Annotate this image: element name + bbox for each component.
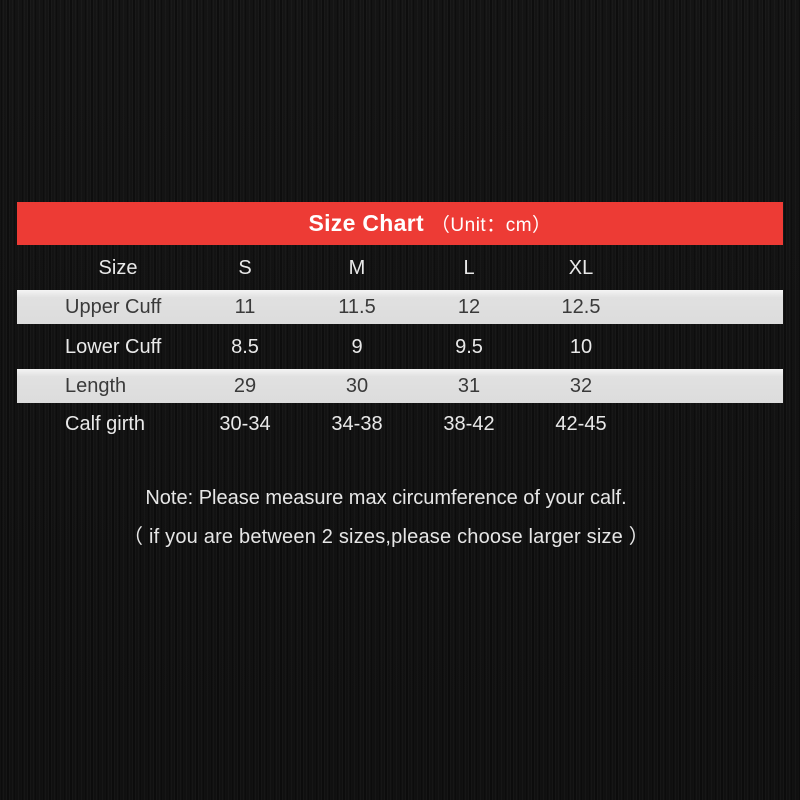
table-header-row: Size S M L XL bbox=[17, 245, 783, 290]
header-cell-m: M bbox=[348, 256, 366, 279]
row-value: 32 bbox=[569, 375, 593, 397]
row-value: 38-42 bbox=[443, 413, 495, 435]
chart-title-text: Size Chart bbox=[308, 210, 424, 236]
row-value: 12 bbox=[457, 296, 481, 318]
row-value: 11.5 bbox=[338, 296, 376, 318]
chart-title-bar: Size Chart （Unit：cm） bbox=[17, 202, 783, 245]
chart-unit-label: （Unit：cm） bbox=[430, 215, 552, 236]
table-row: Calf girth 30-34 34-38 38-42 42-45 bbox=[17, 403, 783, 445]
row-label: Lower Cuff bbox=[65, 335, 162, 358]
header-cell-size: Size bbox=[98, 256, 138, 279]
row-value: 29 bbox=[233, 375, 257, 397]
header-cell-xl: XL bbox=[568, 256, 594, 279]
note-block: Note: Please measure max circumference o… bbox=[0, 484, 800, 551]
row-value: 34-38 bbox=[331, 413, 383, 435]
row-value: 11 bbox=[234, 296, 256, 318]
row-value: 8.5 bbox=[231, 335, 259, 358]
row-value: 30-34 bbox=[219, 413, 271, 435]
row-value: 9 bbox=[351, 335, 363, 358]
header-cell-l: L bbox=[463, 256, 475, 279]
row-value: 10 bbox=[569, 335, 593, 358]
row-value: 9.5 bbox=[455, 335, 483, 358]
size-table: Size S M L XL Upper Cuff 11 11.5 12 12.5 Lower Cu… bbox=[17, 245, 783, 445]
row-value: 31 bbox=[457, 375, 481, 397]
row-label: Upper Cuff bbox=[65, 296, 162, 318]
table-row: Length 29 30 31 32 bbox=[17, 369, 783, 403]
row-value: 30 bbox=[345, 375, 369, 397]
header-cell-s: S bbox=[238, 256, 252, 279]
chart-title: Size Chart （Unit：cm） bbox=[308, 210, 551, 237]
note-line-1: Note: Please measure max circumference o… bbox=[145, 487, 627, 509]
row-value: 12.5 bbox=[561, 296, 601, 318]
table-row: Lower Cuff 8.5 9 9.5 10 bbox=[17, 324, 783, 369]
row-value: 42-45 bbox=[555, 413, 607, 435]
size-chart-panel: Size Chart （Unit：cm） Size S M L XL Upper Cuf… bbox=[17, 202, 783, 445]
row-label: Length bbox=[65, 375, 127, 397]
note-line-2: （ if you are between 2 sizes,please choo… bbox=[123, 526, 649, 548]
size-table-body: Upper Cuff 11 11.5 12 12.5 Lower Cuff 8.5 9 9.5 1… bbox=[17, 290, 783, 445]
table-row: Upper Cuff 11 11.5 12 12.5 bbox=[17, 290, 783, 324]
row-label: Calf girth bbox=[65, 413, 146, 435]
